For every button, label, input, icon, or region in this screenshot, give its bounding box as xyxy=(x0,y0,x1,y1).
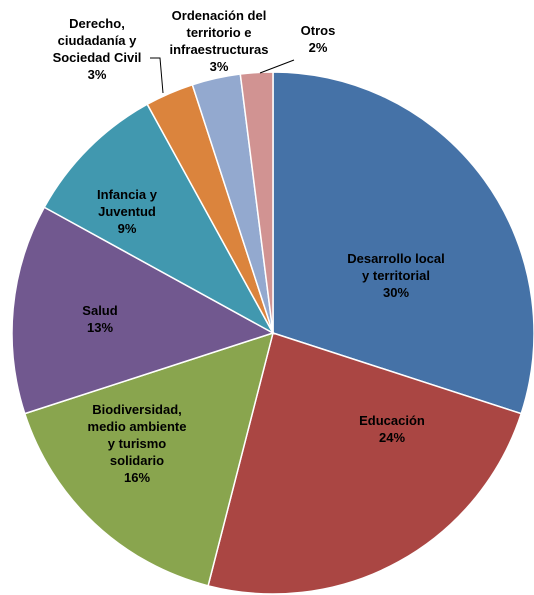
slice-name-infancia: Juventud xyxy=(98,204,156,219)
slice-name-biodiversidad: Biodiversidad, xyxy=(92,402,182,417)
slice-name-infancia: Infancia y xyxy=(97,187,158,202)
slice-name-derecho: ciudadanía y xyxy=(58,33,138,48)
leader-line-otros xyxy=(259,59,295,74)
slice-percent-biodiversidad: 16% xyxy=(124,470,150,485)
slice-name-salud: Salud xyxy=(82,303,117,318)
slice-name-desarrollo: y territorial xyxy=(362,268,430,283)
pie-slice-infancia xyxy=(43,103,275,335)
slice-percent-desarrollo: 30% xyxy=(383,285,409,300)
slice-name-desarrollo: Desarrollo local xyxy=(347,251,445,266)
slice-label-salud: Salud 13% xyxy=(82,303,117,335)
slice-name-derecho: Sociedad Civil xyxy=(53,50,142,65)
slice-name-ordenacion: infraestructuras xyxy=(170,42,269,57)
leader-line-derecho xyxy=(150,57,164,94)
slice-name-biodiversidad: medio ambiente xyxy=(88,419,187,434)
slice-percent-salud: 13% xyxy=(87,320,113,335)
slice-label-derecho: Derecho, ciudadanía y Sociedad Civil 3% xyxy=(53,16,142,82)
pie-slice-biodiversidad xyxy=(23,331,275,587)
slice-name-ordenacion: territorio e xyxy=(186,25,251,40)
slice-label-educacion: Educación 24% xyxy=(359,413,425,445)
slice-percent-ordenacion: 3% xyxy=(210,59,229,74)
pie-slice-otros xyxy=(239,71,274,334)
slice-percent-otros: 2% xyxy=(309,40,328,55)
slice-name-ordenacion: Ordenación del xyxy=(172,8,267,23)
slice-percent-derecho: 3% xyxy=(88,67,107,82)
pie-slice-educacion xyxy=(207,332,523,595)
slice-label-otros: Otros 2% xyxy=(301,23,336,55)
slice-name-biodiversidad: y turismo xyxy=(108,436,167,451)
slice-name-derecho: Derecho, xyxy=(69,16,125,31)
slice-label-infancia: Infancia y Juventud 9% xyxy=(97,187,158,236)
pie-slice-salud xyxy=(11,206,275,415)
slice-name-biodiversidad: solidario xyxy=(110,453,164,468)
slice-label-desarrollo: Desarrollo local y territorial 30% xyxy=(347,251,445,300)
slice-percent-infancia: 9% xyxy=(118,221,137,236)
slice-name-educacion: Educación xyxy=(359,413,425,428)
slice-label-ordenacion: Ordenación del territorio e infraestructur… xyxy=(170,8,269,74)
slice-name-otros: Otros xyxy=(301,23,336,38)
slice-percent-educacion: 24% xyxy=(379,430,405,445)
slice-label-biodiversidad: Biodiversidad, medio ambiente y turismo sol… xyxy=(88,402,187,485)
pie-slice-desarrollo xyxy=(272,71,534,415)
